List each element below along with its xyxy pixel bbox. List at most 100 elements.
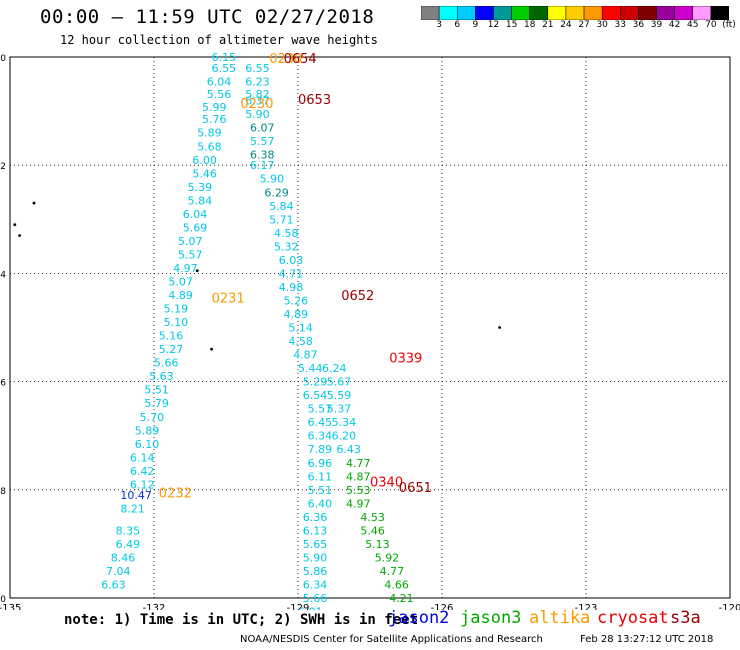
wave-height-value: 6.23	[245, 75, 270, 88]
wave-height-value: 6.00	[192, 154, 217, 167]
wave-height-value: 5.29	[303, 376, 328, 389]
color-scale-label: 45	[687, 20, 699, 30]
wave-height-value: 5.84	[269, 200, 294, 213]
wave-height-value: 6.13	[303, 524, 328, 537]
wave-height-value: 5.14	[288, 322, 313, 335]
pass-time-label: 0230	[240, 97, 273, 112]
color-scale-label: 15	[505, 20, 518, 30]
wave-height-value: 5.46	[192, 167, 217, 180]
wave-height-value: 4.89	[284, 308, 309, 321]
wave-height-value: 5.32	[274, 240, 299, 253]
pass-time-label: 0340	[370, 476, 403, 491]
wave-height-value: 5.46	[360, 524, 385, 537]
color-scale-label: (ft)	[722, 20, 736, 30]
color-scale-label: 12	[487, 20, 500, 30]
longitude-tick-label: -129	[287, 603, 310, 610]
wave-height-value: 5.90	[260, 173, 285, 186]
wave-height-value: 5.19	[164, 303, 189, 316]
wave-height-value: 4.66	[384, 578, 409, 591]
wave-height-value: 5.89	[197, 127, 222, 140]
wave-height-value: 4.58	[274, 227, 299, 240]
longitude-tick-label: -126	[431, 603, 454, 610]
wave-height-value: 5.90	[303, 551, 328, 564]
longitude-tick-label: -123	[575, 603, 598, 610]
wave-height-value: 5.71	[269, 213, 294, 226]
wave-height-value: 6.43	[336, 443, 361, 456]
wave-height-map: -135 -132 -129 -126 -123 -120 20 22 24 26 28 30 6.15…	[0, 51, 740, 610]
wave-height-value: 4.97	[346, 497, 371, 510]
latitude-tick-label: 30	[0, 595, 6, 605]
wave-height-value: 6.04	[207, 75, 232, 88]
island-marker	[32, 201, 36, 205]
color-scale-label: 42	[668, 20, 681, 30]
map-frame	[9, 56, 731, 599]
wave-height-value: 5.79	[144, 397, 169, 410]
wave-height-value: 6.10	[135, 438, 160, 451]
wave-height-value: 6.45	[308, 416, 333, 429]
wave-height-value: 5.13	[365, 538, 390, 551]
wave-height-value: 6.12	[130, 478, 155, 491]
wave-height-value: 5.10	[164, 316, 189, 329]
wave-height-value: 5.59	[327, 389, 352, 402]
island-marker	[13, 223, 17, 227]
page-subtitle: 12 hour collection of altimeter wave hei…	[60, 33, 378, 47]
color-scale-label: 30	[596, 20, 608, 30]
wave-height-value: 5.34	[332, 416, 357, 429]
legend-entry-cryosat: cryosat	[597, 608, 669, 628]
wave-height-value: 10.47	[120, 489, 151, 502]
island-marker	[498, 326, 501, 329]
color-scale-label: 9	[472, 20, 479, 30]
wave-height-value: 5.57	[178, 248, 203, 261]
wave-height-value: 6.20	[332, 430, 357, 443]
latitude-tick-label: 24	[0, 270, 6, 280]
color-scale-label: 21	[542, 20, 554, 30]
wave-height-value: 5.63	[149, 370, 174, 383]
wave-height-value: 5.82	[245, 88, 270, 101]
wave-height-value: 6.04	[183, 208, 208, 221]
wave-height-value: 5.99	[202, 101, 227, 114]
credit-line: NOAA/NESDIS Center for Satellite Applica…	[240, 634, 543, 645]
pass-time-label: 0652	[341, 289, 374, 304]
pass-time-label: 0231	[212, 292, 245, 307]
wave-height-value: 8.35	[116, 524, 141, 537]
color-scale-label: 24	[560, 20, 572, 30]
wave-height-value: 6.34	[303, 578, 328, 591]
wave-height-value: 5.57	[250, 135, 275, 148]
wave-height-value: 4.77	[346, 457, 371, 470]
wave-height-value: 5.65	[303, 538, 328, 551]
wave-height-value: 4.53	[360, 511, 385, 524]
color-scale-label: 27	[578, 20, 590, 30]
island-marker	[210, 347, 214, 351]
color-scale-label: 18	[523, 20, 536, 30]
color-scale-label: 6	[454, 20, 461, 30]
wave-height-value: 6.49	[116, 538, 141, 551]
wave-height-value: 6.40	[308, 497, 333, 510]
wave-height-value: 4.87	[346, 470, 371, 483]
color-scale-label: 70	[705, 20, 717, 30]
wave-height-value: 5.39	[188, 181, 213, 194]
wave-height-value: 5.07	[178, 235, 203, 248]
legend-entry-altika: altika	[529, 608, 591, 628]
wave-height-value: 6.42	[130, 465, 155, 478]
pass-time-label: 0230	[269, 52, 302, 67]
longitude-tick-label: -132	[143, 603, 166, 610]
wave-height-value: 5.53	[346, 484, 371, 497]
wave-height-value: 5.66	[303, 592, 328, 605]
wave-height-value: 6.55	[212, 62, 237, 75]
wave-height-value: 6.36	[303, 511, 328, 524]
wave-height-value: 6.54	[303, 389, 328, 402]
wave-height-value: 6.15	[212, 51, 237, 64]
latitude-tick-label: 26	[0, 379, 6, 389]
wave-height-value: 5.86	[303, 565, 328, 578]
wave-height-value: 6.38	[250, 148, 275, 161]
longitude-tick-label: -120	[719, 603, 740, 610]
wave-height-value: 5.66	[154, 357, 179, 370]
wave-height-value: 7.04	[106, 565, 131, 578]
wave-height-value: 6.03	[279, 254, 304, 267]
color-scale-label: 36	[632, 20, 645, 30]
wave-height-value: 6.11	[308, 470, 333, 483]
wave-height-value: 5.67	[327, 376, 352, 389]
wave-height-value: 5.51	[144, 384, 169, 397]
wave-height-value: 6.24	[322, 362, 347, 375]
wave-height-value: 5.07	[168, 276, 193, 289]
